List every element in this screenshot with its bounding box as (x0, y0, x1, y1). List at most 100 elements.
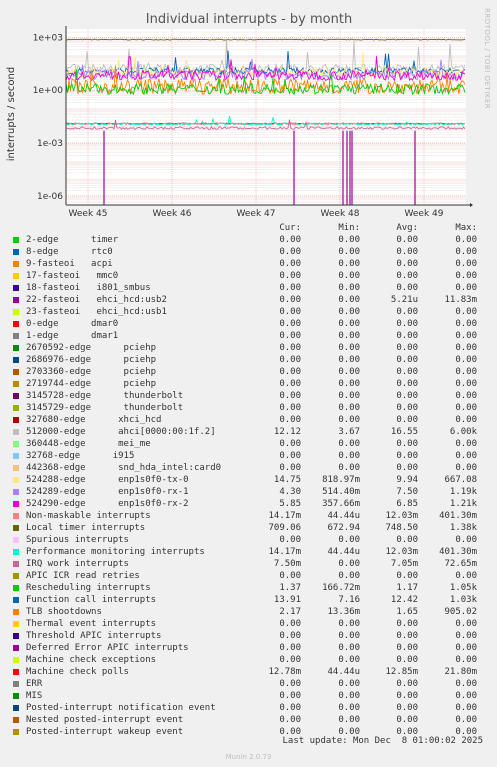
legend-cur: 0.00 (279, 691, 301, 701)
legend-name: 2719744-edge pciehp (26, 379, 157, 389)
legend-row: Deferred Error APIC interrupts 0.00 0.00 0.… (12, 642, 492, 654)
x-axis-arrow (470, 203, 473, 207)
legend-avg: 0.00 (396, 271, 418, 281)
legend-name: ERR (26, 679, 43, 689)
legend-cur: 0.00 (279, 631, 301, 641)
legend-name: Performance monitoring interrupts (26, 547, 205, 557)
legend-max: 0.00 (455, 631, 477, 641)
legend-row: MIS 0.00 0.00 0.00 0.00 (12, 690, 492, 702)
col-avg-header: Avg: (396, 223, 418, 233)
series-line (65, 69, 466, 96)
legend-name: Thermal event interrupts (26, 619, 157, 629)
legend-max: 0.00 (455, 367, 477, 377)
legend-avg: 0.00 (396, 535, 418, 545)
legend-swatch (13, 669, 19, 675)
legend-max: 667.08 (444, 475, 477, 485)
legend-max: 0.00 (455, 463, 477, 473)
legend-row: 3145729-edge thunderbolt 0.00 0.00 0.00 0.00 (12, 402, 492, 414)
legend-name: APIC ICR read retries (26, 571, 140, 581)
legend-swatch (13, 537, 19, 543)
legend-avg: 1.17 (396, 583, 418, 593)
legend-max: 0.00 (455, 307, 477, 317)
legend-row: Machine check polls 12.78m 44.44u 12.85m 21.… (12, 666, 492, 678)
legend-min: 44.44u (327, 667, 360, 677)
legend-max: 0.00 (455, 247, 477, 257)
legend-avg: 0.00 (396, 355, 418, 365)
legend-max: 0.00 (455, 415, 477, 425)
legend-row: Nested posted-interrupt event 0.00 0.00 0.0… (12, 714, 492, 726)
legend-row: 0-edge dmar0 0.00 0.00 0.00 0.00 (12, 318, 492, 330)
munin-version: Munin 2.0.73 (225, 753, 272, 761)
legend-min: 0.00 (338, 319, 360, 329)
legend-max: 0.00 (455, 679, 477, 689)
legend-name: 2-edge timer (26, 235, 119, 245)
legend-row: 1-edge dmar1 0.00 0.00 0.00 0.00 (12, 330, 492, 342)
legend-swatch (13, 633, 19, 639)
x-tick-label: Week 46 (153, 209, 192, 219)
legend-avg: 7.05m (390, 559, 418, 569)
col-min-header: Min: (338, 223, 360, 233)
legend-name: MIS (26, 691, 43, 701)
legend-min: 0.00 (338, 331, 360, 341)
legend-swatch (13, 729, 19, 735)
legend-avg: 0.00 (396, 367, 418, 377)
legend-swatch (13, 405, 19, 411)
legend-max: 0.00 (455, 271, 477, 281)
legend-min: 0.00 (338, 343, 360, 353)
legend-max: 21.80m (444, 667, 477, 677)
legend-min: 357.66m (322, 499, 360, 509)
legend-swatch (13, 393, 19, 399)
legend-cur: 0.00 (279, 403, 301, 413)
y-tick-label: 1e+03 (33, 33, 63, 43)
legend-cur: 12.12 (273, 427, 301, 437)
legend-cur: 14.75 (273, 475, 301, 485)
y-axis-label: interrupts / second (6, 67, 17, 161)
legend-min: 7.16 (338, 595, 360, 605)
legend-row: Posted-interrupt wakeup event 0.00 0.00 0.0… (12, 726, 492, 738)
legend-cur: 0.00 (279, 319, 301, 329)
legend-name: Posted-interrupt wakeup event (26, 727, 184, 737)
legend-row: ERR 0.00 0.00 0.00 0.00 (12, 678, 492, 690)
legend-avg: 0.00 (396, 451, 418, 461)
col-cur-header: Cur: (279, 223, 301, 233)
legend-cur: 14.17m (268, 547, 301, 557)
legend-swatch (13, 573, 19, 579)
legend-name: 524289-edge enp1s0f0-rx-1 (26, 487, 189, 497)
legend-row: 17-fasteoi mmc0 0.00 0.00 0.00 0.00 (12, 270, 492, 282)
legend-cur: 0.00 (279, 715, 301, 725)
legend-avg: 0.00 (396, 391, 418, 401)
legend-avg: 0.00 (396, 727, 418, 737)
legend-swatch (13, 441, 19, 447)
legend-avg: 0.00 (396, 283, 418, 293)
legend-name: 23-fasteoi ehci_hcd:usb1 (26, 307, 167, 317)
legend-rows: 2-edge timer 0.00 0.00 0.00 0.00 8-edge rtc0 0… (12, 234, 492, 738)
legend-row: 524289-edge enp1s0f0-rx-1 4.30 514.40m 7.50… (12, 486, 492, 498)
legend-max: 0.00 (455, 355, 477, 365)
legend-min: 44.44u (327, 511, 360, 521)
legend-swatch (13, 453, 19, 459)
legend-avg: 6.85 (396, 499, 418, 509)
legend-name: 2686976-edge pciehp (26, 355, 157, 365)
legend-name: Local timer interrupts (26, 523, 146, 533)
legend-max: 0.00 (455, 391, 477, 401)
legend-cur: 0.00 (279, 307, 301, 317)
legend-swatch (13, 549, 19, 555)
legend-row: 22-fasteoi ehci_hcd:usb2 0.00 0.00 5.21u 11.… (12, 294, 492, 306)
x-tick-label: Week 45 (69, 209, 108, 219)
x-tick-label: Week 47 (237, 209, 276, 219)
legend-swatch (13, 477, 19, 483)
legend-swatch (13, 621, 19, 627)
chart-title: Individual interrupts - by month (146, 12, 352, 27)
legend-cur: 0.00 (279, 679, 301, 689)
legend-cur: 0.00 (279, 391, 301, 401)
legend-row: 8-edge rtc0 0.00 0.00 0.00 0.00 (12, 246, 492, 258)
legend-avg: 0.00 (396, 259, 418, 269)
legend-min: 0.00 (338, 703, 360, 713)
legend-row: Threshold APIC interrupts 0.00 0.00 0.00 0.0… (12, 630, 492, 642)
legend-max: 0.00 (455, 691, 477, 701)
legend-cur: 0.00 (279, 355, 301, 365)
legend-row: Function call interrupts 13.91 7.16 12.42 1.… (12, 594, 492, 606)
legend-cur: 14.17m (268, 511, 301, 521)
x-tick-label: Week 49 (405, 209, 444, 219)
series-line (65, 38, 466, 41)
